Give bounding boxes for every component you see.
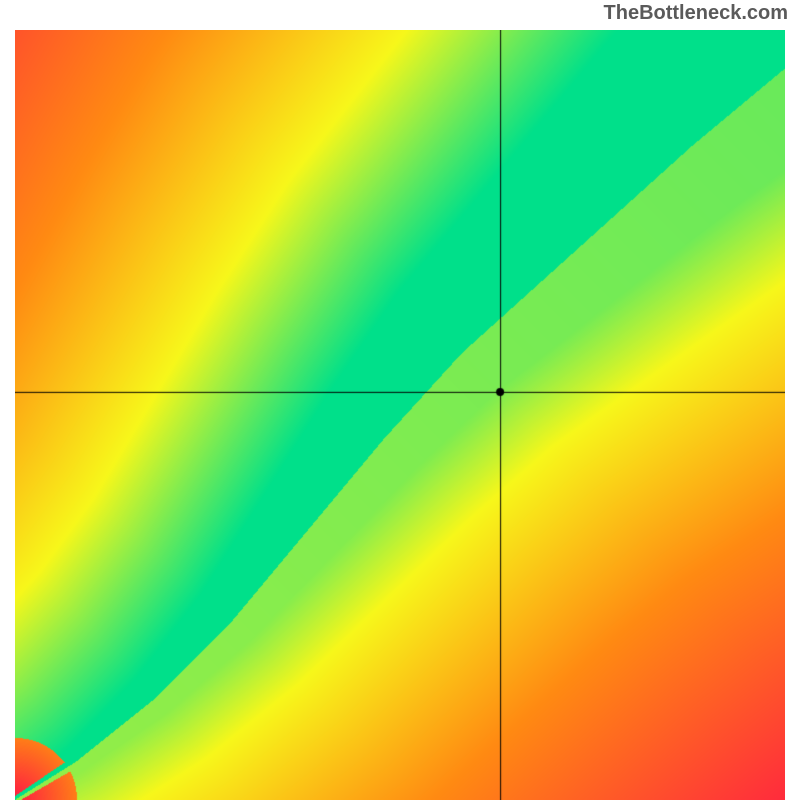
watermark-text: TheBottleneck.com (604, 2, 788, 25)
heatmap-canvas (15, 30, 785, 800)
heatmap-plot (15, 30, 785, 800)
chart-container: TheBottleneck.com (0, 0, 800, 800)
